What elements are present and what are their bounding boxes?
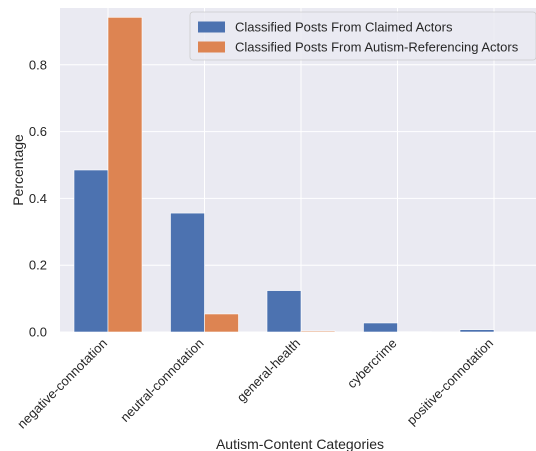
x-axis-ticks: negative-connotation neutral-connotation g… <box>14 336 496 432</box>
bar-autism-referencing-actors-general-health <box>300 330 336 333</box>
x-tick-label: general-health <box>234 336 303 405</box>
legend-items: Classified Posts From Claimed Actors Clas… <box>198 20 519 55</box>
legend-label: Classified Posts From Autism-Referencing… <box>235 40 519 55</box>
y-tick-label: 0.4 <box>29 191 47 206</box>
y-tick-label: 0.8 <box>29 57 47 72</box>
x-tick-label: positive-connotation <box>404 336 496 428</box>
y-tick-label: 0.6 <box>29 124 47 139</box>
x-axis-label: Autism-Content Categories <box>216 436 384 451</box>
bar-autism-referencing-actors-neutral-connotation <box>204 313 239 333</box>
bar-claimed-actors-negative-connotation <box>73 169 109 333</box>
y-tick-label: 0.0 <box>29 325 47 340</box>
legend-swatch <box>198 21 225 33</box>
bar-claimed-actors-general-health <box>266 290 302 333</box>
x-tick-label: neutral-connotation <box>117 336 206 425</box>
y-tick-label: 0.2 <box>29 258 47 273</box>
y-axis-label: Percentage <box>10 134 26 206</box>
bar-claimed-actors-cybercrime <box>363 322 398 333</box>
legend: Classified Posts From Claimed Actors Clas… <box>189 11 536 61</box>
bar-claimed-actors-positive-connotation <box>459 329 495 333</box>
bar-claimed-actors-neutral-connotation <box>170 212 205 333</box>
x-tick-label: cybercrime <box>344 336 400 392</box>
bars <box>73 17 495 333</box>
x-tick-label: negative-connotation <box>14 336 110 432</box>
legend-label: Classified Posts From Claimed Actors <box>235 20 453 35</box>
legend-swatch <box>198 41 225 53</box>
bar-autism-referencing-actors-negative-connotation <box>107 17 143 333</box>
legend-box <box>189 11 536 61</box>
y-axis-ticks: 0.0 0.2 0.4 0.6 0.8 <box>29 57 47 339</box>
